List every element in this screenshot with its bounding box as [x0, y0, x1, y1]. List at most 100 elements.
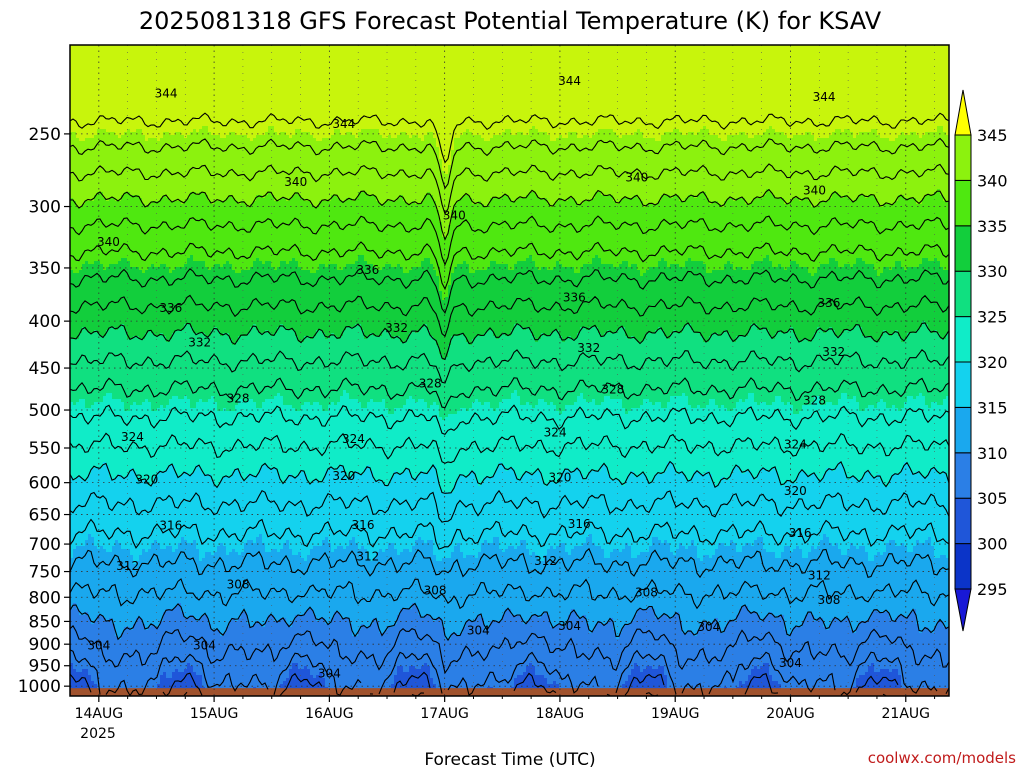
shading-cell: [70, 303, 949, 307]
shading-cell: [766, 129, 776, 133]
shading-cell: [304, 666, 308, 670]
shading-cell: [682, 543, 692, 547]
shading-cell: [70, 171, 446, 175]
shading-cell: [442, 168, 449, 172]
shading-cell: [862, 327, 920, 331]
shading-cell: [655, 612, 677, 616]
shading-cell: [70, 510, 949, 514]
shading-cell: [742, 267, 752, 271]
shading-cell: [649, 546, 671, 550]
shading-cell: [478, 480, 485, 484]
shading-cell: [712, 333, 719, 337]
shading-cell: [448, 228, 949, 232]
shading-cell: [142, 198, 161, 202]
shading-cell: [436, 144, 455, 148]
shading-cell: [370, 333, 374, 337]
shading-cell: [256, 327, 278, 331]
shading-cell: [922, 630, 932, 634]
shading-cell: [502, 615, 521, 619]
shading-cell: [718, 624, 728, 628]
shading-cell: [559, 261, 593, 265]
shading-cell: [883, 552, 935, 556]
shading-cell: [922, 261, 941, 265]
shading-cell: [622, 135, 644, 139]
shading-cell: [430, 669, 527, 673]
shading-cell: [301, 129, 335, 133]
shading-cell: [553, 546, 557, 550]
shading-cell: [202, 678, 287, 682]
contour-label: 316: [789, 526, 812, 540]
shading-cell: [241, 615, 248, 619]
shading-cell: [70, 684, 98, 688]
shading-cell: [436, 273, 452, 277]
shading-cell: [838, 543, 851, 547]
shading-cell: [946, 555, 949, 559]
shading-cell: [784, 483, 884, 487]
shading-cell: [676, 552, 698, 556]
shading-cell: [76, 201, 86, 205]
shading-cell: [823, 474, 848, 478]
shading-cell: [532, 615, 539, 619]
shading-cell: [862, 477, 881, 481]
shading-cell: [688, 630, 692, 634]
shading-cell: [400, 609, 419, 613]
shading-cell: [817, 270, 878, 274]
shading-cell: [70, 276, 440, 280]
shading-cell: [538, 555, 545, 559]
shading-cell: [184, 669, 194, 673]
shading-cell: [550, 624, 557, 628]
shading-cell: [874, 264, 896, 268]
shading-cell: [457, 633, 461, 637]
shading-cell: [199, 618, 209, 622]
shading-cell: [877, 198, 899, 202]
shading-cell: [253, 138, 317, 142]
shading-cell: [394, 678, 434, 682]
shading-cell: [193, 615, 203, 619]
shading-cell: [178, 543, 197, 547]
shading-cell: [775, 195, 833, 199]
shading-cell: [214, 480, 221, 484]
shading-cell: [310, 132, 335, 136]
shading-cell: [820, 402, 827, 406]
shading-cell: [679, 612, 740, 616]
shading-cell: [358, 132, 380, 136]
shading-cell: [151, 264, 155, 268]
shading-cell: [226, 546, 245, 550]
shading-cell: [175, 465, 197, 469]
shading-cell: [640, 129, 674, 133]
shading-cell: [496, 408, 557, 412]
shading-cell: [70, 525, 949, 529]
shading-cell: [205, 333, 212, 337]
shading-cell: [229, 624, 251, 628]
shading-cell: [220, 330, 251, 334]
shading-cell: [589, 627, 596, 631]
shading-cell: [379, 549, 383, 553]
shading-cell: [325, 678, 395, 682]
shading-cell: [313, 609, 401, 613]
shading-cell: [319, 204, 437, 208]
shading-cell: [184, 612, 242, 616]
shading-cell: [70, 588, 949, 592]
shading-cell: [259, 534, 263, 538]
shading-cell: [274, 333, 296, 337]
shading-cell: [739, 465, 839, 469]
shading-cell: [799, 411, 949, 415]
shading-cell: [361, 402, 368, 406]
shading-cell: [340, 612, 401, 616]
shading-cell: [499, 336, 536, 340]
shading-cell: [430, 261, 464, 265]
shading-cell: [202, 675, 290, 679]
shading-cell: [490, 138, 551, 142]
shading-cell: [82, 330, 89, 334]
shading-cell: [940, 336, 947, 340]
shading-cell: [70, 324, 122, 328]
shading-cell: [70, 291, 443, 295]
shading-cell: [319, 201, 380, 205]
shading-cell: [829, 198, 851, 202]
shading-cell: [886, 405, 893, 409]
shading-cell: [679, 615, 737, 619]
shading-cell: [190, 405, 197, 409]
shading-cell: [451, 210, 949, 214]
shading-cell: [544, 555, 605, 559]
shading-cell: [706, 267, 725, 271]
